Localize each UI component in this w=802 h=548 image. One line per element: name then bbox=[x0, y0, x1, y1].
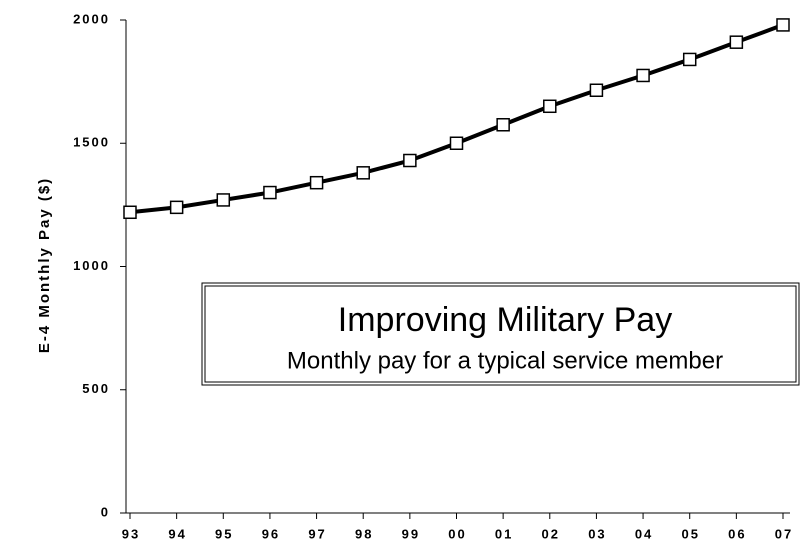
x-tick-label: 04 bbox=[635, 526, 653, 541]
x-tick-label: 97 bbox=[308, 526, 326, 541]
chart-subtitle: Monthly pay for a typical service member bbox=[287, 347, 723, 374]
x-tick-label: 07 bbox=[775, 526, 793, 541]
marker bbox=[263, 185, 277, 200]
marker bbox=[309, 175, 324, 190]
marker bbox=[543, 99, 557, 114]
marker bbox=[123, 205, 137, 220]
marker bbox=[449, 136, 464, 150]
title-box-inner bbox=[204, 285, 797, 383]
x-tick-label: 98 bbox=[355, 526, 373, 541]
x-tick-label: 03 bbox=[588, 526, 606, 541]
y-tick-label: 1000 bbox=[73, 258, 110, 273]
marker bbox=[356, 166, 370, 180]
marker bbox=[496, 118, 510, 132]
chart-title: Improving Military Pay bbox=[338, 301, 672, 339]
marker bbox=[682, 52, 697, 67]
x-tick-label: 05 bbox=[681, 526, 699, 541]
y-axis-label: E-4 Monthly Pay ($) bbox=[36, 177, 53, 353]
y-tick-label: 1500 bbox=[73, 135, 110, 150]
marker bbox=[216, 193, 231, 207]
marker bbox=[169, 200, 184, 215]
y-tick-label: 0 bbox=[101, 504, 110, 519]
title-box bbox=[201, 282, 800, 386]
x-tick-label: 01 bbox=[495, 526, 513, 541]
x-tick-label: 94 bbox=[168, 526, 186, 541]
marker bbox=[589, 83, 604, 98]
x-tick-label: 06 bbox=[728, 526, 746, 541]
x-tick-label: 96 bbox=[262, 526, 280, 541]
marker bbox=[403, 153, 417, 168]
y-tick-label: 2000 bbox=[73, 11, 110, 26]
x-tick-label: 00 bbox=[448, 526, 466, 541]
marker bbox=[636, 68, 650, 83]
marker bbox=[776, 18, 790, 32]
x-tick-label: 93 bbox=[122, 526, 140, 541]
x-tick-label: 99 bbox=[402, 526, 420, 541]
marker bbox=[729, 35, 744, 49]
x-tick-label: 95 bbox=[215, 526, 233, 541]
y-tick-label: 500 bbox=[82, 381, 110, 396]
x-tick-label: 02 bbox=[542, 526, 560, 541]
